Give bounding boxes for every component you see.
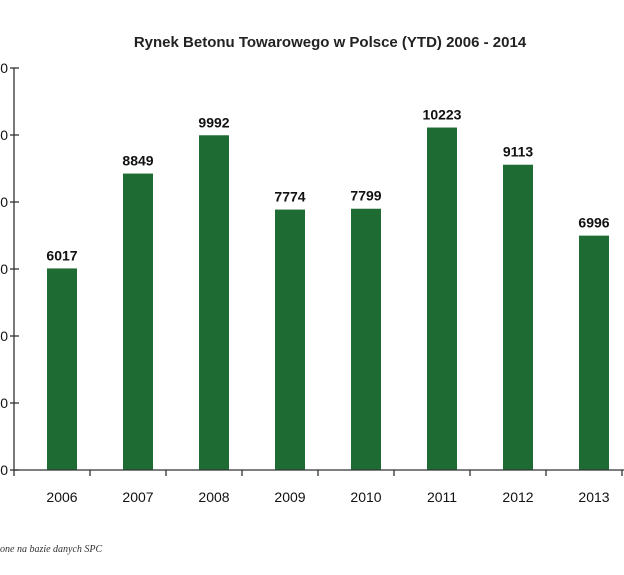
y-axis: 0 0 0 0 0 0 0 — [0, 60, 19, 478]
y-tick-label: 0 — [0, 328, 8, 344]
x-tick-label-2011: 2011 — [427, 489, 457, 505]
y-tick-label: 0 — [0, 395, 8, 411]
bar-2013 — [579, 235, 609, 470]
x-tick-label-2006: 2006 — [46, 489, 77, 505]
chart-title: Rynek Betonu Towarowego w Polsce (YTD) 2… — [134, 34, 527, 51]
bar-2012 — [503, 164, 533, 471]
data-label-2009: 7774 — [274, 189, 305, 205]
y-tick-label: 0 — [0, 127, 8, 143]
data-label-2008: 9992 — [198, 114, 229, 130]
x-tick-label-2007: 2007 — [122, 489, 153, 505]
y-tick-label: 0 — [0, 60, 8, 76]
x-axis: 2006 2007 2008 2009 2010 2011 2012 2013 — [13, 469, 624, 505]
bars: 6017 8849 9992 7774 7799 10223 9113 6996 — [46, 107, 610, 471]
y-tick-label: 0 — [0, 194, 8, 210]
y-tick-label: 0 — [0, 462, 8, 478]
bar-2008 — [199, 135, 229, 470]
bar-2007 — [123, 173, 153, 470]
data-label-2010: 7799 — [350, 188, 381, 204]
data-label-2012: 9113 — [503, 144, 534, 160]
data-label-2007: 8849 — [122, 153, 153, 169]
data-label-2006: 6017 — [46, 247, 77, 263]
y-tick-label: 0 — [0, 261, 8, 277]
x-tick-label-2010: 2010 — [350, 489, 381, 505]
bar-2010 — [351, 208, 381, 470]
bar-2011 — [427, 127, 457, 470]
x-tick-label-2009: 2009 — [274, 489, 305, 505]
data-label-2013: 6996 — [578, 215, 609, 231]
bar-2009 — [275, 209, 305, 471]
x-tick-label-2008: 2008 — [198, 489, 229, 505]
x-tick-label-2012: 2012 — [502, 489, 533, 505]
bar-2006 — [47, 268, 77, 470]
source-note: one na bazie danych SPC — [0, 544, 103, 555]
data-label-2011: 10223 — [423, 107, 462, 123]
x-tick-label-2013: 2013 — [578, 489, 609, 505]
